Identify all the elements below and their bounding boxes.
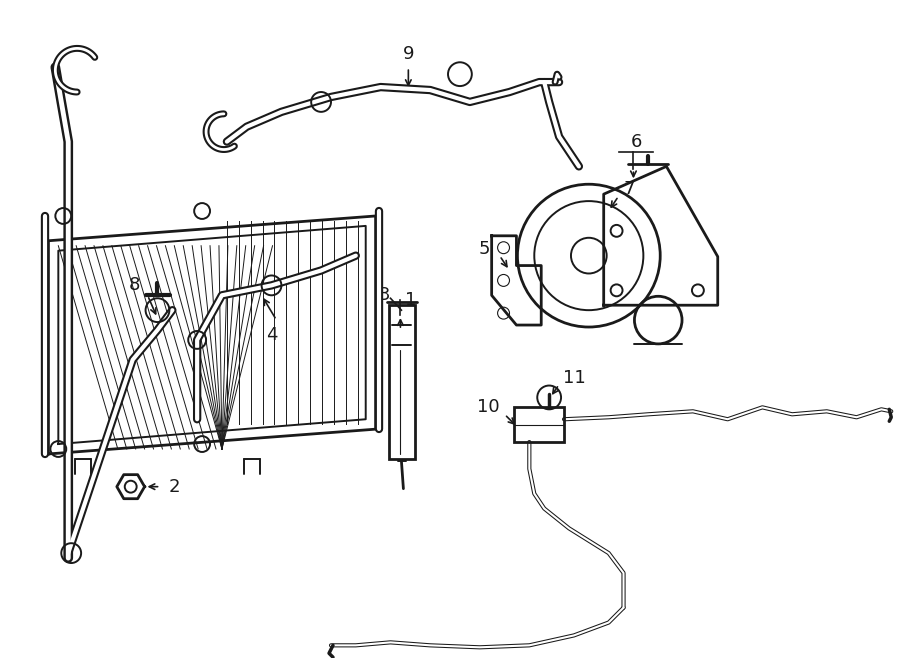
Text: 8: 8 — [130, 276, 140, 294]
Text: 7: 7 — [624, 180, 635, 198]
Text: 4: 4 — [266, 326, 277, 344]
Text: 1: 1 — [405, 292, 417, 309]
Text: 3: 3 — [379, 286, 390, 304]
Text: 10: 10 — [477, 399, 500, 416]
Text: 11: 11 — [563, 369, 586, 387]
Text: 2: 2 — [168, 478, 180, 496]
Bar — [515, 407, 564, 442]
Text: 5: 5 — [478, 240, 490, 258]
Bar — [389, 305, 415, 459]
Text: 6: 6 — [631, 133, 642, 151]
Text: 9: 9 — [402, 46, 414, 63]
